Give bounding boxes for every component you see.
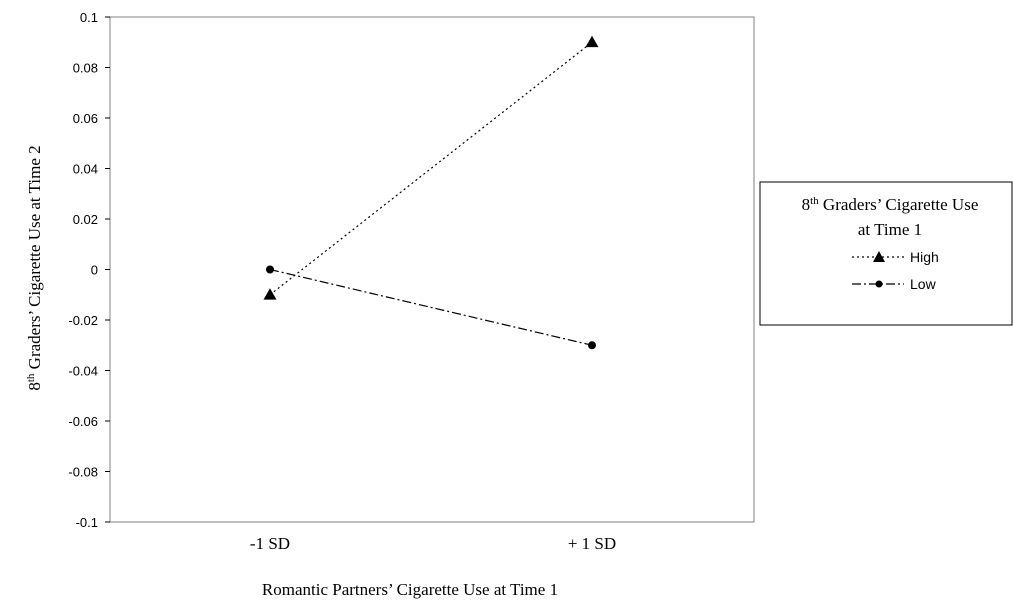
x-category-label: -1 SD [250, 534, 290, 553]
data-point-high [585, 35, 599, 48]
y-tick-label: -0.1 [76, 515, 98, 530]
y-tick-label: 0 [91, 263, 98, 278]
legend-box [759, 181, 1013, 326]
legend-title-rest: Graders’ Cigarette Use [819, 195, 979, 214]
y-tick-label: 0.1 [80, 10, 98, 25]
data-point-high [263, 288, 277, 300]
y-axis: 0.1 0.08 0.06 0.04 0.02 0 -0.02 -0.04 -0.06 -0.08… [68, 10, 110, 530]
legend-title-base: 8 [802, 195, 811, 214]
x-axis: -1 SD + 1 SD [250, 534, 616, 553]
data-point-low [266, 265, 274, 274]
y-tick-label: 0.04 [73, 162, 98, 177]
plot-area-frame [109, 16, 755, 523]
y-tick-label: -0.02 [68, 313, 98, 328]
legend-title-line1: 8th Graders’ Cigarette Use [802, 195, 979, 214]
y-tick-label: -0.04 [68, 364, 98, 379]
y-tick-label: 0.06 [73, 111, 98, 126]
y-axis-title-base: 8 [25, 382, 44, 391]
y-axis-title: 8th Graders’ Cigarette Use at Time 2 [25, 145, 44, 390]
legend-label-high: High [910, 249, 939, 265]
data-point-low [588, 341, 596, 350]
legend: 8th Graders’ Cigarette Use at Time 1 Hig… [759, 181, 1013, 326]
legend-entry-low: Low [852, 276, 937, 292]
y-tick-label: -0.06 [68, 414, 98, 429]
legend-marker-high [873, 251, 885, 262]
legend-title-sup: th [810, 195, 819, 207]
series-layer [263, 35, 599, 350]
series-line-high [269, 41, 593, 296]
x-category-label: + 1 SD [568, 534, 616, 553]
y-tick-label: -0.08 [68, 465, 98, 480]
legend-title-line2: at Time 1 [858, 220, 922, 239]
y-axis-title-sup: th [25, 373, 37, 382]
legend-label-low: Low [910, 276, 937, 292]
legend-entry-high: High [852, 249, 939, 265]
series-line-low [269, 268, 593, 346]
legend-marker-low [875, 280, 883, 288]
x-axis-title: Romantic Partners’ Cigarette Use at Time… [262, 580, 558, 599]
y-tick-label: 0.02 [73, 212, 98, 227]
y-tick-label: 0.08 [73, 61, 98, 76]
y-axis-title-rest: Graders’ Cigarette Use at Time 2 [25, 145, 44, 373]
